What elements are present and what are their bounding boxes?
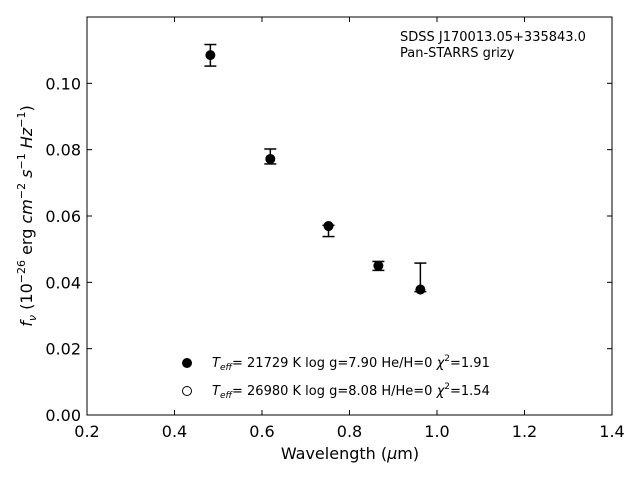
- y-axis-ticks: 0.00 0.02 0.04 0.06 0.08 0.10: [45, 74, 612, 425]
- y-axis-title-e1: −26: [15, 260, 28, 283]
- y-axis-title: fν (10−26 erg cm−2 s−1 Hz−1): [15, 105, 39, 326]
- marker-open: [373, 261, 383, 271]
- marker-open: [205, 50, 215, 60]
- x-axis-title: Wavelength (μm): [281, 444, 419, 463]
- annotation-line-1: SDSS J170013.05+335843.0: [400, 30, 586, 45]
- x-tick-label: 1.4: [599, 422, 624, 441]
- y-axis-title-cm: cm: [17, 199, 36, 223]
- marker-open: [415, 284, 425, 294]
- y-tick-label: 0.00: [45, 406, 81, 425]
- legend-1-text: = 21729 K log g=7.90 He/H=0: [232, 356, 437, 371]
- legend-2-t: T: [212, 384, 221, 399]
- annotation: SDSS J170013.05+335843.0 Pan-STARRS griz…: [400, 30, 586, 61]
- legend-marker-filled: [182, 358, 192, 368]
- y-tick-label: 0.08: [45, 141, 81, 160]
- x-axis-title-pre: Wavelength (: [281, 444, 387, 463]
- legend-1-chi-value: =1.91: [450, 356, 490, 371]
- legend-label-1: Teff= 21729 K log g=7.90 He/H=0 χ2=1.91: [212, 354, 490, 373]
- y-tick-label: 0.06: [45, 207, 81, 226]
- legend-1-sq: 2: [444, 354, 450, 364]
- y-axis-title-c: ): [17, 105, 36, 111]
- legend-marker-open: [182, 386, 192, 396]
- y-tick-label: 0.10: [45, 74, 81, 93]
- legend-2-sq: 2: [444, 382, 450, 392]
- y-axis-title-e2: −2: [15, 183, 28, 199]
- annotation-line-2: Pan-STARRS grizy: [400, 46, 515, 61]
- legend-2-text: = 26980 K log g=8.08 H/He=0: [232, 384, 437, 399]
- y-tick-label: 0.02: [45, 340, 81, 359]
- x-tick-label: 0.8: [337, 422, 362, 441]
- y-axis-title-nu: ν: [26, 315, 39, 321]
- x-axis-title-mu: μ: [386, 444, 397, 463]
- y-axis-title-b: erg: [17, 224, 36, 260]
- y-axis-title-e3: −1: [15, 153, 28, 169]
- legend-2-eff: eff: [220, 391, 234, 401]
- legend-1-eff: eff: [220, 363, 234, 373]
- y-axis-title-hz: Hz: [17, 127, 36, 153]
- y-axis-title-a: (10: [17, 283, 36, 315]
- legend-1-t: T: [212, 356, 221, 371]
- x-tick-label: 0.2: [74, 422, 99, 441]
- x-axis-ticks: 0.2 0.4 0.6 0.8 1.0 1.2 1.4: [74, 17, 625, 441]
- y-axis-title-f: f: [17, 319, 36, 327]
- legend-2-chi: χ: [436, 384, 446, 399]
- y-tick-label: 0.04: [45, 273, 81, 292]
- data-markers: [205, 50, 426, 295]
- x-tick-label: 1.0: [424, 422, 449, 441]
- legend-label-2: Teff= 26980 K log g=8.08 H/He=0 χ2=1.54: [212, 382, 490, 401]
- marker-open: [265, 154, 275, 164]
- x-tick-label: 0.6: [249, 422, 274, 441]
- legend: Teff= 21729 K log g=7.90 He/H=0 χ2=1.91 …: [182, 354, 490, 401]
- x-axis-title-post: m): [397, 444, 419, 463]
- legend-1-chi: χ: [436, 356, 446, 371]
- y-axis-title-s: s: [17, 170, 36, 183]
- x-tick-label: 1.2: [512, 422, 537, 441]
- marker-open: [324, 222, 333, 232]
- y-axis-title-e4: −1: [15, 112, 28, 128]
- legend-2-chi-value: =1.54: [450, 384, 490, 399]
- x-tick-label: 0.4: [162, 422, 187, 441]
